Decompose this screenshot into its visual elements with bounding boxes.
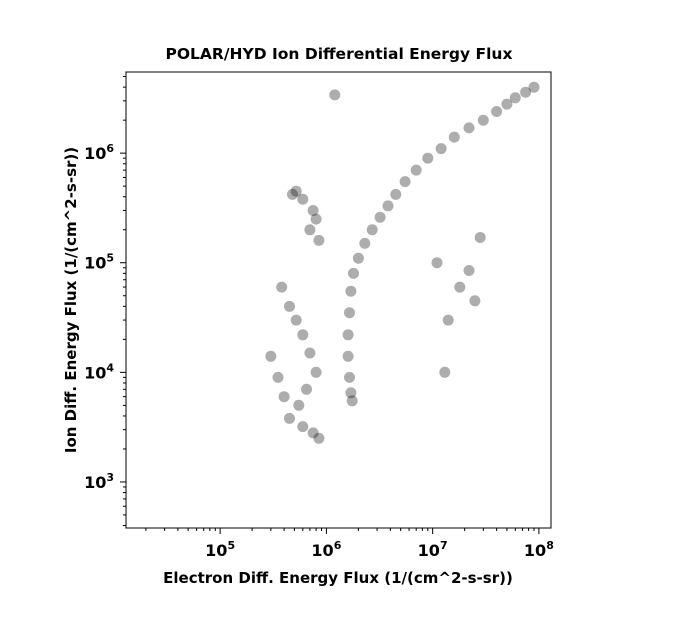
data-point bbox=[431, 257, 443, 269]
data-point bbox=[520, 86, 532, 98]
data-point bbox=[345, 285, 357, 297]
y-tick-label: 104 bbox=[84, 361, 114, 382]
data-point bbox=[284, 300, 295, 312]
x-tick-label: 106 bbox=[311, 539, 341, 560]
y-tick-label: 105 bbox=[84, 252, 114, 273]
y-axis-ticks: 103 104 105 106 bbox=[84, 76, 126, 527]
data-point bbox=[439, 366, 451, 378]
data-point bbox=[272, 371, 284, 383]
data-point bbox=[463, 265, 475, 276]
data-point bbox=[293, 399, 305, 411]
data-point bbox=[307, 205, 319, 216]
data-point bbox=[307, 427, 319, 439]
data-point bbox=[359, 237, 371, 249]
data-point bbox=[442, 314, 454, 326]
data-point bbox=[477, 114, 489, 126]
data-point bbox=[410, 164, 422, 176]
points-layer bbox=[265, 81, 540, 444]
data-point bbox=[304, 347, 316, 359]
data-point bbox=[382, 200, 394, 212]
plot-frame bbox=[125, 71, 552, 529]
data-point bbox=[399, 176, 411, 188]
y-tick-label: 103 bbox=[84, 471, 114, 492]
data-point bbox=[435, 143, 447, 155]
data-point bbox=[265, 350, 277, 362]
data-point bbox=[352, 252, 364, 264]
y-tick-label: 106 bbox=[84, 142, 114, 163]
data-point bbox=[287, 188, 298, 200]
data-point bbox=[348, 267, 359, 279]
data-point bbox=[290, 185, 302, 197]
data-point bbox=[345, 387, 357, 399]
data-point bbox=[313, 432, 325, 444]
data-point bbox=[342, 329, 354, 341]
data-point bbox=[501, 98, 513, 110]
data-point bbox=[454, 281, 466, 293]
data-point bbox=[344, 307, 355, 319]
data-point bbox=[297, 193, 309, 205]
data-point bbox=[278, 391, 290, 403]
data-point bbox=[297, 329, 309, 341]
data-point bbox=[284, 412, 295, 424]
chart-title: POLAR/HYD Ion Differential Energy Flux bbox=[166, 45, 513, 63]
data-point bbox=[469, 295, 481, 307]
data-point bbox=[528, 81, 540, 93]
data-point bbox=[366, 224, 378, 236]
x-tick-label: 108 bbox=[524, 539, 554, 560]
data-point bbox=[342, 350, 354, 362]
data-point bbox=[310, 213, 322, 225]
data-point bbox=[313, 234, 325, 246]
y-axis-label: Ion Diff. Energy Flux (1/(cm^2-s-sr)) bbox=[62, 147, 80, 453]
data-point bbox=[304, 224, 316, 236]
data-point bbox=[390, 188, 402, 200]
x-tick-label: 107 bbox=[418, 539, 448, 560]
data-point bbox=[290, 314, 302, 326]
data-point bbox=[310, 366, 322, 378]
data-point bbox=[297, 421, 309, 433]
data-point bbox=[474, 232, 486, 243]
data-point bbox=[448, 131, 460, 143]
data-point bbox=[329, 89, 341, 101]
data-point bbox=[276, 281, 288, 293]
data-point bbox=[463, 122, 475, 134]
data-point bbox=[301, 383, 312, 395]
x-tick-label: 105 bbox=[205, 539, 235, 560]
x-axis-ticks: 105 106 107 108 bbox=[145, 528, 554, 560]
x-axis-label: Electron Diff. Energy Flux (1/(cm^2-s-sr… bbox=[163, 569, 513, 587]
data-point bbox=[491, 106, 503, 117]
data-point bbox=[422, 152, 434, 164]
data-point bbox=[344, 371, 355, 383]
data-point bbox=[346, 395, 358, 407]
data-point bbox=[374, 211, 386, 223]
data-point bbox=[509, 92, 521, 104]
